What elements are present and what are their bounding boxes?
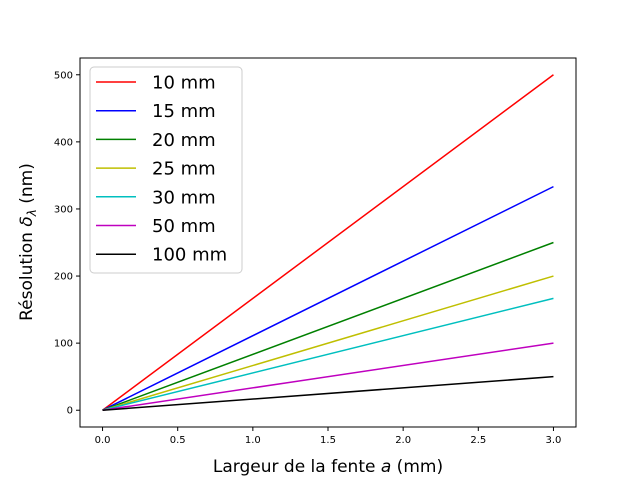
legend-label: 30 mm <box>152 187 216 208</box>
legend-label: 10 mm <box>152 73 216 94</box>
legend-label: 100 mm <box>152 245 227 266</box>
legend-label: 50 mm <box>152 216 216 237</box>
x-tick-label: 0.0 <box>95 435 111 446</box>
series-line-30-mm <box>102 297 554 411</box>
x-tick-label: 1.5 <box>320 435 336 446</box>
y-tick-label: 100 <box>54 339 73 350</box>
series-line-25-mm <box>102 275 554 411</box>
series-line-20-mm <box>102 241 554 411</box>
y-axis-ticks: 0 100 200 300 400 500 <box>54 70 80 417</box>
x-axis-label: Largeur de la fente a (mm) <box>213 457 443 477</box>
legend: 10 mm 15 mm 20 mm 25 mm 30 mm 50 mm 100 mm <box>89 66 243 274</box>
series-line-15-mm <box>102 185 554 411</box>
x-tick-label: 0.5 <box>170 435 186 446</box>
x-tick-label: 2.5 <box>470 435 486 446</box>
legend-box <box>89 66 243 274</box>
x-axis-ticks: 0.0 0.5 1.0 1.5 2.0 2.5 3.0 <box>95 427 562 446</box>
legend-label: 20 mm <box>152 130 216 151</box>
series-lines <box>102 74 554 411</box>
x-tick-label: 2.0 <box>395 435 411 446</box>
series-line-10-mm <box>102 74 554 411</box>
y-tick-label: 0 <box>67 406 73 417</box>
y-tick-label: 500 <box>54 70 73 81</box>
legend-label: 15 mm <box>152 101 216 122</box>
series-line-100-mm <box>102 375 554 411</box>
x-tick-label: 1.0 <box>245 435 261 446</box>
y-axis-label: Résolution δλ (nm) <box>17 163 39 321</box>
legend-label: 25 mm <box>152 159 216 180</box>
legend-items: 10 mm 15 mm 20 mm 25 mm 30 mm 50 mm 100 mm <box>96 73 227 266</box>
series-line-50-mm <box>102 342 554 411</box>
y-tick-label: 300 <box>54 204 73 215</box>
y-tick-label: 400 <box>54 137 73 148</box>
x-tick-label: 3.0 <box>546 435 562 446</box>
y-tick-label: 200 <box>54 272 73 283</box>
